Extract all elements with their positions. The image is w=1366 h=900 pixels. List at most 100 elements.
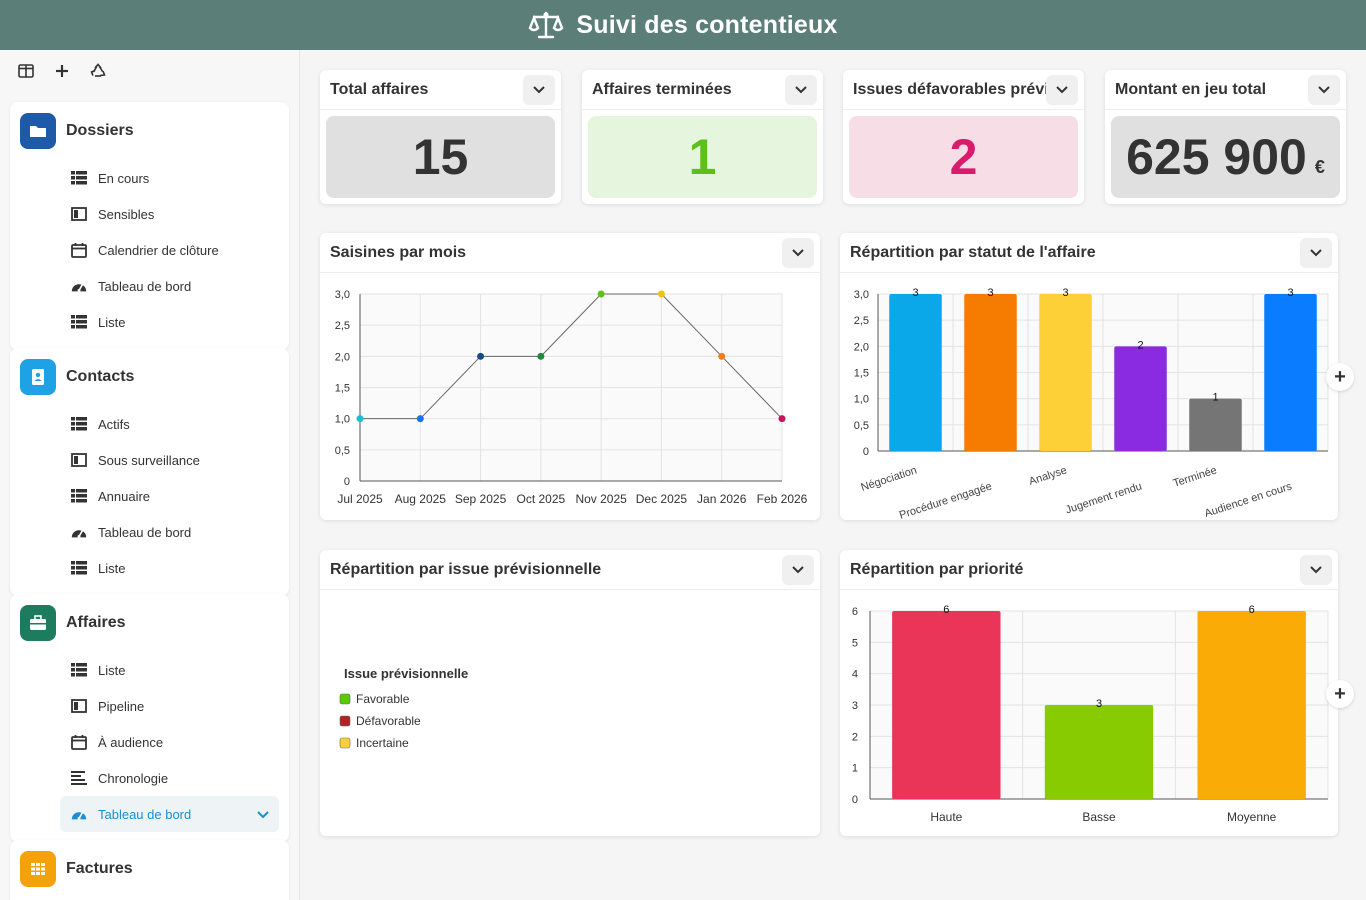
table-icon: [70, 560, 88, 576]
sidebar-item-pipeline[interactable]: Pipeline: [10, 688, 289, 724]
y-tick-label: 6: [852, 606, 858, 618]
add-widget-button[interactable]: +: [1326, 363, 1354, 391]
section-affaires: Affaires Liste Pipeline À audience Chron…: [10, 594, 289, 842]
sidebar-item-calendrier[interactable]: Calendrier de clôture: [10, 232, 289, 268]
plus-icon[interactable]: [48, 57, 76, 85]
sidebar-item-chronologie[interactable]: Chronologie: [10, 760, 289, 796]
app-title: Suivi des contentieux: [576, 10, 838, 39]
sidebar-item-label: Pipeline: [98, 698, 145, 714]
sidebar-item-liste[interactable]: Liste: [10, 304, 289, 340]
section-header[interactable]: Contacts: [10, 348, 289, 406]
calendar-icon: [70, 242, 88, 258]
y-tick-label: 1,5: [335, 383, 350, 395]
gauge-icon: [70, 524, 88, 540]
y-tick-label: 0: [863, 446, 869, 458]
x-tick-label: Jul 2025: [337, 492, 383, 506]
x-tick-label: Feb 2026: [757, 492, 808, 506]
sidebar-item-tableau-de-bord-active[interactable]: Tableau de bord: [60, 796, 279, 832]
sidebar-item-liste[interactable]: Liste: [10, 550, 289, 586]
y-tick-label: 5: [852, 637, 858, 649]
data-label: 3: [912, 287, 918, 299]
table-icon: [70, 170, 88, 186]
sidebar-item-label: Liste: [98, 314, 126, 330]
legend-swatch: [339, 693, 351, 705]
section-title: Dossiers: [66, 122, 134, 139]
kpi-card-affaires-terminees: Affaires terminées 1: [582, 70, 823, 204]
sidebar-item-liste[interactable]: Liste: [10, 652, 289, 688]
chevron-down-icon[interactable]: [782, 237, 814, 268]
x-tick-label: Basse: [1082, 810, 1116, 824]
legend-item: Favorable: [356, 692, 410, 706]
x-tick-label: Audience en cours: [1203, 480, 1294, 520]
x-tick-label: Sep 2025: [455, 492, 507, 506]
sidebar-item-sensibles[interactable]: Sensibles: [10, 196, 289, 232]
card-header: Répartition par issue prévisionnelle: [320, 550, 820, 590]
data-point: [657, 290, 665, 298]
bar: [1044, 705, 1154, 799]
sidebar-item-sous-surveillance[interactable]: Sous surveillance: [10, 442, 289, 478]
data-label: 6: [1249, 604, 1255, 616]
sidebar-item-annuaire[interactable]: Annuaire: [10, 478, 289, 514]
section-dossiers: Dossiers En cours Sensibles Calendrier d…: [10, 102, 289, 350]
sidebar-item-tableau-de-bord[interactable]: Tableau de bord: [10, 268, 289, 304]
x-tick-label: Terminée: [1172, 464, 1219, 489]
section-header[interactable]: Affaires: [10, 594, 289, 652]
card-title: Issues défavorables prévi: [853, 80, 1046, 98]
chart-card-priorite: Répartition par priorité 0 1 2 3 4 5 6 6 Haute 3 B…: [840, 550, 1338, 836]
data-label: 2: [1137, 339, 1143, 351]
sidebar-item-label: Actifs: [98, 416, 130, 432]
x-tick-label: Dec 2025: [636, 492, 688, 506]
x-tick-label: Jugement rendu: [1064, 480, 1143, 516]
x-tick-label: Oct 2025: [517, 492, 566, 506]
chevron-down-icon[interactable]: [1308, 74, 1340, 105]
y-tick-label: 0,5: [335, 445, 350, 457]
chevron-down-icon[interactable]: [782, 554, 814, 585]
sidebar-item-tableau-de-bord[interactable]: Tableau de bord: [10, 514, 289, 550]
x-tick-label: Haute: [930, 810, 962, 824]
bar: [1189, 398, 1242, 451]
table-icon: [70, 314, 88, 330]
sidebar-item-label: Tableau de bord: [98, 524, 192, 540]
y-tick-label: 0,5: [854, 420, 869, 432]
gauge-icon: [70, 806, 88, 822]
panel-icon[interactable]: [12, 57, 40, 85]
add-widget-button[interactable]: +: [1326, 680, 1354, 708]
section-factures: Factures: [10, 840, 289, 900]
x-tick-label: Moyenne: [1227, 810, 1277, 824]
section-header[interactable]: Dossiers: [10, 102, 289, 160]
sidebar-item-label: Liste: [98, 560, 126, 576]
card-title: Répartition par issue prévisionnelle: [330, 560, 602, 578]
card-title: Saisines par mois: [330, 243, 467, 261]
y-tick-label: 4: [852, 669, 858, 681]
sidebar-item-label: Chronologie: [98, 770, 169, 786]
section-header[interactable]: Factures: [10, 840, 289, 898]
chevron-down-icon[interactable]: [1300, 554, 1332, 585]
card-icon: [70, 452, 88, 468]
chevron-down-icon[interactable]: [785, 74, 817, 105]
series-line: [360, 293, 783, 420]
sidebar-item-actifs[interactable]: Actifs: [10, 406, 289, 442]
data-point: [597, 290, 605, 298]
chevron-down-icon[interactable]: [257, 807, 269, 822]
kpi-value: 1: [688, 129, 717, 185]
chevron-down-icon[interactable]: [1046, 74, 1078, 105]
line-chart: 0 0,5 1,0 1,5 2,0 2,5 3,0 Jul 2025 Aug 2025 Sep 2…: [335, 289, 808, 506]
sidebar-item-a-audience[interactable]: À audience: [10, 724, 289, 760]
y-tick-label: 3: [852, 700, 858, 712]
x-tick-label: Jan 2026: [697, 492, 747, 506]
y-tick-label: 2,5: [335, 320, 350, 332]
data-label: 1: [1212, 392, 1218, 404]
recycle-icon[interactable]: [84, 57, 112, 85]
kpi-value-box: 2: [849, 116, 1078, 198]
gauge-icon: [70, 278, 88, 294]
card-header: Montant en jeu total: [1105, 70, 1346, 110]
sidebar-item-en-cours[interactable]: En cours: [10, 160, 289, 196]
bar: [889, 294, 942, 451]
chevron-down-icon[interactable]: [1300, 237, 1332, 268]
chevron-down-icon[interactable]: [523, 74, 555, 105]
data-label: 3: [1096, 698, 1102, 710]
kpi-value: 15: [412, 129, 469, 185]
data-point: [356, 415, 364, 423]
y-tick-label: 1,0: [335, 414, 350, 426]
data-point: [416, 415, 424, 423]
